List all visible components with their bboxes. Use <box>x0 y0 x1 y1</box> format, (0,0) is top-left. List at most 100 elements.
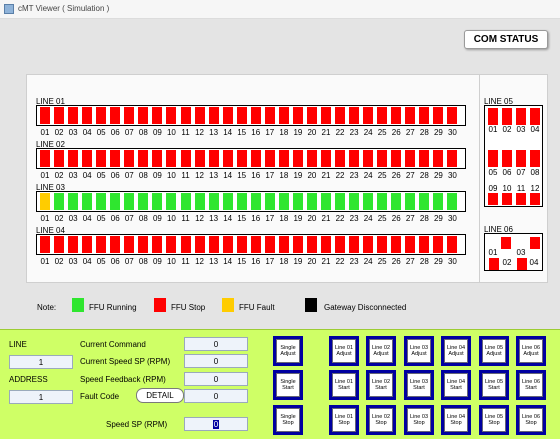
ffu-line4-28[interactable] <box>419 236 430 253</box>
ffu-line1-08[interactable] <box>138 107 149 124</box>
line-04-stop-button[interactable]: Line 04 Stop <box>441 405 471 435</box>
ffu-line3-15[interactable] <box>236 193 247 210</box>
single-adjust-button[interactable]: Single Adjust <box>273 336 303 366</box>
ffu-line1-06[interactable] <box>110 107 121 124</box>
single-stop-button[interactable]: Single Stop <box>273 405 303 435</box>
ffu-line1-01[interactable] <box>40 107 50 124</box>
ffu-line2-05[interactable] <box>96 150 107 167</box>
ffu-line1-09[interactable] <box>152 107 163 124</box>
ffu-line4-04[interactable] <box>82 236 93 253</box>
ffu-line4-25[interactable] <box>377 236 388 253</box>
ffu-line4-10[interactable] <box>166 236 177 253</box>
ffu-line1-05[interactable] <box>96 107 107 124</box>
ffu-line3-25[interactable] <box>377 193 388 210</box>
ffu-line1-16[interactable] <box>250 107 261 124</box>
ffu-line2-15[interactable] <box>236 150 247 167</box>
ffu-line4-22[interactable] <box>335 236 346 253</box>
line-06-stop-button[interactable]: Line 06 Stop <box>516 405 546 435</box>
ffu-line4-13[interactable] <box>208 236 219 253</box>
ffu-line3-29[interactable] <box>433 193 444 210</box>
ffu-line1-07[interactable] <box>124 107 135 124</box>
ffu-line1-27[interactable] <box>405 107 416 124</box>
ffu-line1-26[interactable] <box>391 107 402 124</box>
ffu-line3-26[interactable] <box>391 193 402 210</box>
ffu-line3-12[interactable] <box>194 193 205 210</box>
ffu-line2-03[interactable] <box>68 150 79 167</box>
ffu-line1-17[interactable] <box>264 107 275 124</box>
ffu-line3-17[interactable] <box>264 193 275 210</box>
ffu-line3-02[interactable] <box>54 193 65 210</box>
ffu-line3-05[interactable] <box>96 193 107 210</box>
ffu-line2-09[interactable] <box>152 150 163 167</box>
ffu-line4-08[interactable] <box>138 236 149 253</box>
ffu-line1-10[interactable] <box>166 107 177 124</box>
ffu-line2-23[interactable] <box>349 150 360 167</box>
ffu-line6-04[interactable] <box>517 258 527 270</box>
ffu-line5-05[interactable] <box>488 150 498 167</box>
ffu-line5-09[interactable] <box>488 193 498 205</box>
line-04-start-button[interactable]: Line 04 Start <box>441 370 471 400</box>
ffu-line4-06[interactable] <box>110 236 121 253</box>
ffu-line1-13[interactable] <box>208 107 219 124</box>
ffu-line1-25[interactable] <box>377 107 388 124</box>
ffu-line3-20[interactable] <box>306 193 317 210</box>
ffu-line2-08[interactable] <box>138 150 149 167</box>
ffu-line1-29[interactable] <box>433 107 444 124</box>
ffu-line3-03[interactable] <box>68 193 79 210</box>
line-01-stop-button[interactable]: Line 01 Stop <box>329 405 359 435</box>
ffu-line3-01[interactable] <box>40 193 50 210</box>
ffu-line1-03[interactable] <box>68 107 79 124</box>
ffu-line4-12[interactable] <box>194 236 205 253</box>
line-03-stop-button[interactable]: Line 03 Stop <box>404 405 434 435</box>
ffu-line2-24[interactable] <box>363 150 374 167</box>
line-04-adjust-button[interactable]: Line 04 Adjust <box>441 336 471 366</box>
ffu-line4-19[interactable] <box>292 236 303 253</box>
ffu-line3-10[interactable] <box>166 193 177 210</box>
ffu-line1-30[interactable] <box>447 107 458 124</box>
ffu-line3-11[interactable] <box>180 193 191 210</box>
ffu-line6-01[interactable] <box>501 237 511 249</box>
ffu-line2-02[interactable] <box>54 150 65 167</box>
line-02-adjust-button[interactable]: Line 02 Adjust <box>366 336 396 366</box>
ffu-line4-18[interactable] <box>278 236 289 253</box>
line-02-stop-button[interactable]: Line 02 Stop <box>366 405 396 435</box>
ffu-line4-14[interactable] <box>222 236 233 253</box>
ffu-line5-10[interactable] <box>502 193 512 205</box>
line-06-start-button[interactable]: Line 06 Start <box>516 370 546 400</box>
ffu-line5-04[interactable] <box>530 108 540 125</box>
ffu-line1-18[interactable] <box>278 107 289 124</box>
ffu-line1-04[interactable] <box>82 107 93 124</box>
ffu-line2-14[interactable] <box>222 150 233 167</box>
ffu-line2-10[interactable] <box>166 150 177 167</box>
ffu-line4-23[interactable] <box>349 236 360 253</box>
address-field[interactable]: 1 <box>9 390 73 404</box>
ffu-line3-16[interactable] <box>250 193 261 210</box>
ffu-line3-07[interactable] <box>124 193 135 210</box>
ffu-line1-14[interactable] <box>222 107 233 124</box>
line-06-adjust-button[interactable]: Line 06 Adjust <box>516 336 546 366</box>
ffu-line4-26[interactable] <box>391 236 402 253</box>
ffu-line5-01[interactable] <box>488 108 498 125</box>
ffu-line4-15[interactable] <box>236 236 247 253</box>
ffu-line3-08[interactable] <box>138 193 149 210</box>
ffu-line1-28[interactable] <box>419 107 430 124</box>
detail-button[interactable]: DETAIL <box>136 388 184 403</box>
ffu-line1-23[interactable] <box>349 107 360 124</box>
ffu-line4-16[interactable] <box>250 236 261 253</box>
ffu-line2-16[interactable] <box>250 150 261 167</box>
ffu-line2-20[interactable] <box>306 150 317 167</box>
ffu-line3-24[interactable] <box>363 193 374 210</box>
line-05-adjust-button[interactable]: Line 05 Adjust <box>479 336 509 366</box>
ffu-line3-27[interactable] <box>405 193 416 210</box>
ffu-line1-21[interactable] <box>321 107 331 124</box>
com-status-button[interactable]: COM STATUS <box>464 30 548 49</box>
line-01-start-button[interactable]: Line 01 Start <box>329 370 359 400</box>
ffu-line1-12[interactable] <box>194 107 205 124</box>
ffu-line3-28[interactable] <box>419 193 430 210</box>
ffu-line4-21[interactable] <box>321 236 331 253</box>
ffu-line2-26[interactable] <box>391 150 402 167</box>
ffu-line4-30[interactable] <box>447 236 458 253</box>
ffu-line3-13[interactable] <box>208 193 219 210</box>
ffu-line2-17[interactable] <box>264 150 275 167</box>
ffu-line4-01[interactable] <box>40 236 50 253</box>
